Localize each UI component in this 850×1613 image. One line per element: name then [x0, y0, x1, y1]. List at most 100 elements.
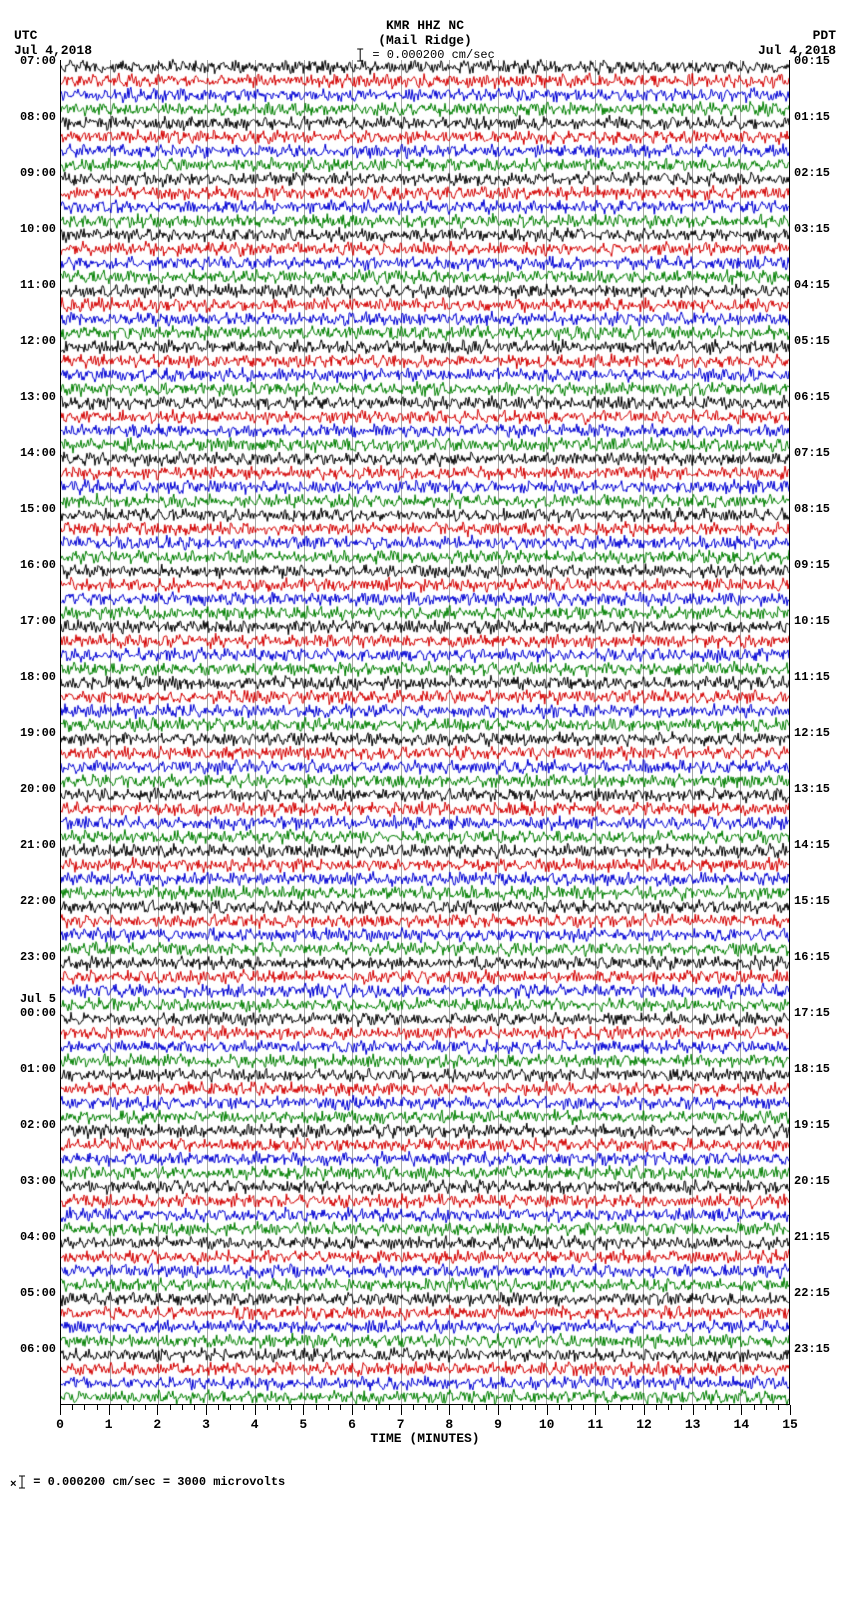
x-tick-minor — [729, 1405, 730, 1410]
seismogram-container: UTC Jul 4,2018 KMR HHZ NC (Mail Ridge) =… — [10, 10, 840, 1489]
utc-label: 21:00 — [20, 838, 56, 852]
x-tick-minor — [717, 1405, 718, 1410]
x-tick-minor — [267, 1405, 268, 1410]
x-tick-minor — [535, 1405, 536, 1410]
pdt-label: 02:15 — [794, 166, 830, 180]
right-tz: PDT — [758, 28, 836, 43]
x-tick-minor — [583, 1405, 584, 1410]
pdt-label: 12:15 — [794, 726, 830, 740]
utc-label: 04:00 — [20, 1230, 56, 1244]
x-tick-major — [401, 1405, 402, 1415]
x-tick-label: 14 — [734, 1417, 750, 1432]
pdt-label: 21:15 — [794, 1230, 830, 1244]
utc-label: 11:00 — [20, 278, 56, 292]
utc-label: 08:00 — [20, 110, 56, 124]
x-tick-minor — [328, 1405, 329, 1410]
x-tick-minor — [571, 1405, 572, 1410]
x-tick-minor — [145, 1405, 146, 1410]
x-tick-minor — [425, 1405, 426, 1410]
x-tick-label: 15 — [782, 1417, 798, 1432]
x-tick-label: 0 — [56, 1417, 64, 1432]
x-tick-major — [352, 1405, 353, 1415]
utc-label: 00:00 — [20, 1006, 56, 1020]
x-tick-minor — [316, 1405, 317, 1410]
x-tick-major — [547, 1405, 548, 1415]
utc-label: 20:00 — [20, 782, 56, 796]
x-tick-minor — [243, 1405, 244, 1410]
x-tick-label: 8 — [445, 1417, 453, 1432]
utc-label: 02:00 — [20, 1118, 56, 1132]
footer: × = 0.000200 cm/sec = 3000 microvolts — [10, 1475, 840, 1489]
footer-text: = 0.000200 cm/sec = 3000 microvolts — [26, 1475, 285, 1489]
utc-label: 15:00 — [20, 502, 56, 516]
x-tick-minor — [97, 1405, 98, 1410]
x-tick-minor — [559, 1405, 560, 1410]
x-axis: TIME (MINUTES) 0123456789101112131415 — [60, 1404, 790, 1445]
x-tick-major — [157, 1405, 158, 1415]
utc-label: 06:00 — [20, 1342, 56, 1356]
pdt-label: 18:15 — [794, 1062, 830, 1076]
x-tick-minor — [376, 1405, 377, 1410]
pdt-label: 09:15 — [794, 558, 830, 572]
x-tick-minor — [778, 1405, 779, 1410]
utc-label: 19:00 — [20, 726, 56, 740]
x-tick-minor — [510, 1405, 511, 1410]
svg-text:×: × — [10, 1479, 17, 1489]
x-tick-label: 1 — [105, 1417, 113, 1432]
header: UTC Jul 4,2018 KMR HHZ NC (Mail Ridge) =… — [10, 10, 840, 60]
utc-label: Jul 5 — [20, 992, 56, 1006]
helicorder-plot — [60, 60, 790, 1404]
x-tick-minor — [668, 1405, 669, 1410]
x-tick-label: 4 — [251, 1417, 259, 1432]
x-tick-major — [206, 1405, 207, 1415]
pdt-label: 05:15 — [794, 334, 830, 348]
utc-label: 07:00 — [20, 54, 56, 68]
utc-label: 03:00 — [20, 1174, 56, 1188]
pdt-label: 13:15 — [794, 782, 830, 796]
x-tick-label: 2 — [153, 1417, 161, 1432]
x-tick-minor — [437, 1405, 438, 1410]
x-tick-minor — [72, 1405, 73, 1410]
pdt-label: 04:15 — [794, 278, 830, 292]
x-tick-label: 11 — [588, 1417, 604, 1432]
x-tick-minor — [230, 1405, 231, 1410]
x-tick-minor — [84, 1405, 85, 1410]
x-tick-major — [255, 1405, 256, 1415]
x-tick-minor — [681, 1405, 682, 1410]
utc-label: 13:00 — [20, 390, 56, 404]
x-tick-minor — [413, 1405, 414, 1410]
footer-scale-bar-icon: × — [10, 1475, 26, 1489]
chart-area: 07:0008:0009:0010:0011:0012:0013:0014:00… — [10, 60, 840, 1404]
x-tick-label: 9 — [494, 1417, 502, 1432]
x-axis-title: TIME (MINUTES) — [370, 1431, 479, 1446]
x-tick-minor — [705, 1405, 706, 1410]
pdt-label: 10:15 — [794, 614, 830, 628]
pdt-label: 22:15 — [794, 1286, 830, 1300]
pdt-label: 00:15 — [794, 54, 830, 68]
pdt-label: 16:15 — [794, 950, 830, 964]
x-tick-minor — [340, 1405, 341, 1410]
x-tick-major — [595, 1405, 596, 1415]
x-tick-minor — [608, 1405, 609, 1410]
x-tick-label: 10 — [539, 1417, 555, 1432]
utc-label: 18:00 — [20, 670, 56, 684]
pdt-time-labels: 00:1501:1502:1503:1504:1505:1506:1507:15… — [792, 60, 840, 1404]
utc-label: 16:00 — [20, 558, 56, 572]
pdt-label: 15:15 — [794, 894, 830, 908]
x-tick-minor — [279, 1405, 280, 1410]
trace-row — [61, 1390, 789, 1404]
x-tick-minor — [486, 1405, 487, 1410]
x-tick-label: 7 — [397, 1417, 405, 1432]
utc-label: 10:00 — [20, 222, 56, 236]
station-code: KMR HHZ NC — [355, 18, 495, 33]
x-tick-label: 13 — [685, 1417, 701, 1432]
utc-label: 01:00 — [20, 1062, 56, 1076]
pdt-label: 11:15 — [794, 670, 830, 684]
x-tick-minor — [170, 1405, 171, 1410]
x-tick-major — [449, 1405, 450, 1415]
x-tick-minor — [522, 1405, 523, 1410]
x-tick-minor — [291, 1405, 292, 1410]
x-tick-major — [790, 1405, 791, 1415]
utc-label: 23:00 — [20, 950, 56, 964]
x-tick-minor — [182, 1405, 183, 1410]
